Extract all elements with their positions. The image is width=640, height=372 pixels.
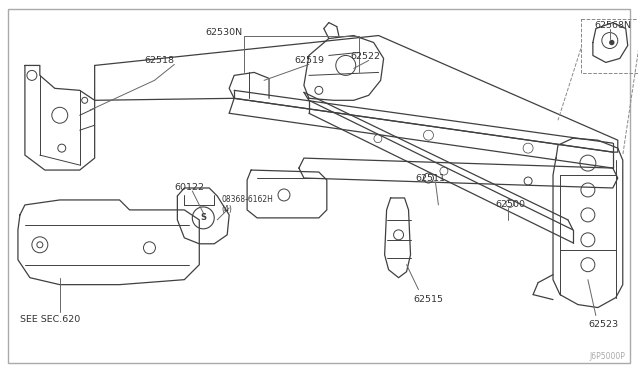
Text: 62500: 62500 xyxy=(495,200,525,209)
Text: 62519: 62519 xyxy=(294,57,324,65)
Text: J6P5000P: J6P5000P xyxy=(590,352,626,361)
Circle shape xyxy=(610,41,614,45)
Text: 60122: 60122 xyxy=(174,183,204,192)
Text: S: S xyxy=(200,214,206,222)
Text: SEE SEC.620: SEE SEC.620 xyxy=(20,315,80,324)
Text: 62568N: 62568N xyxy=(595,20,632,30)
Text: 62511: 62511 xyxy=(415,174,445,183)
Bar xyxy=(581,19,639,73)
Text: 62518: 62518 xyxy=(145,57,175,65)
Text: 62530N: 62530N xyxy=(205,28,243,36)
Text: 62522: 62522 xyxy=(351,52,381,61)
Text: 08368-6162H
(4): 08368-6162H (4) xyxy=(221,195,273,214)
Text: 62523: 62523 xyxy=(588,320,618,328)
Text: 62515: 62515 xyxy=(413,295,444,304)
